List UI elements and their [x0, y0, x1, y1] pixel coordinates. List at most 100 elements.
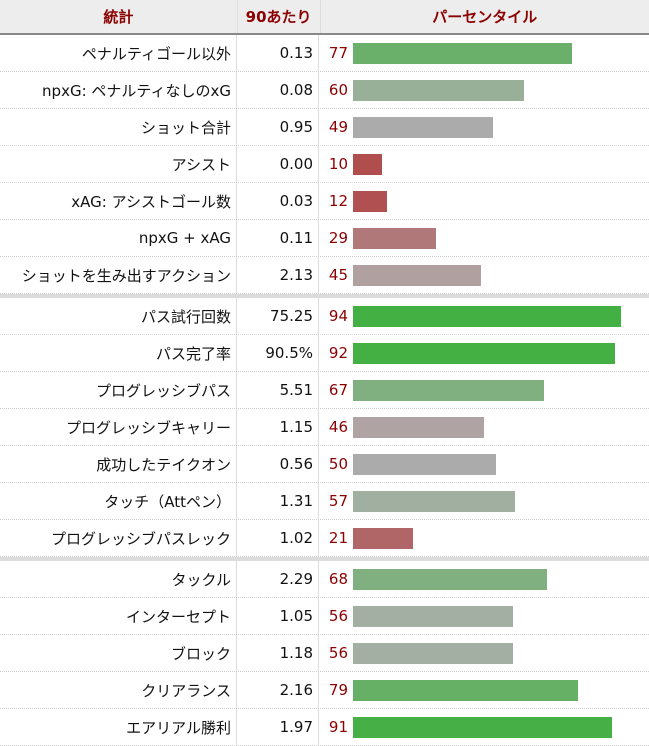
header-stat[interactable]: 統計: [0, 0, 238, 33]
per90-value: 0.08: [237, 72, 319, 108]
percentile-value: 57: [328, 492, 348, 510]
percentile-bar: [353, 227, 436, 249]
table-header: 統計 90あたり パーセンタイル: [0, 0, 649, 35]
table-row: インターセプト 1.05 56: [0, 598, 649, 635]
stat-name: エアリアル勝利: [0, 709, 237, 745]
per90-value: 5.51: [237, 372, 319, 408]
table-row: パス試行回数 75.25 94: [0, 298, 649, 335]
per90-value: 0.13: [237, 35, 319, 71]
table-row: ブロック 1.18 56: [0, 635, 649, 672]
percentile-bar: [353, 116, 493, 138]
per90-value: 0.03: [237, 183, 319, 219]
percentile-value: 49: [328, 118, 348, 136]
percentile-cell: 49: [319, 109, 648, 145]
stat-name: ショットを生み出すアクション: [0, 257, 237, 293]
percentile-bar: [353, 190, 388, 212]
percentile-cell: 68: [319, 561, 648, 597]
percentile-cell: 56: [319, 598, 648, 634]
percentile-value: 46: [328, 418, 348, 436]
percentile-cell: 45: [319, 257, 648, 293]
table-row: タックル 2.29 68: [0, 561, 649, 598]
percentile-cell: 46: [319, 409, 648, 445]
percentile-cell: 60: [319, 72, 648, 108]
stat-name: xAG: アシストゴール数: [0, 183, 237, 219]
percentile-value: 56: [328, 644, 348, 662]
per90-value: 2.13: [237, 257, 319, 293]
percentile-bar: [353, 79, 524, 101]
percentile-bar: [353, 153, 382, 175]
header-per90[interactable]: 90あたり: [238, 0, 321, 33]
table-row: パス完了率 90.5% 92: [0, 335, 649, 372]
percentile-cell: 79: [319, 672, 648, 708]
stat-name: タックル: [0, 561, 237, 597]
per90-value: 0.11: [237, 220, 319, 256]
percentile-value: 60: [328, 81, 348, 99]
percentile-cell: 91: [319, 709, 648, 745]
percentile-cell: 94: [319, 298, 648, 334]
percentile-value: 91: [328, 718, 348, 736]
percentile-bar: [353, 305, 621, 327]
table-body: ペナルティゴール以外 0.13 77 npxG: ペナルティなしのxG 0.08 60 ショ…: [0, 35, 649, 746]
per90-value: 1.05: [237, 598, 319, 634]
stat-name: プログレッシブパス: [0, 372, 237, 408]
percentile-bar: [353, 490, 516, 512]
percentile-value: 12: [328, 192, 348, 210]
per90-value: 0.00: [237, 146, 319, 182]
per90-value: 90.5%: [237, 335, 319, 371]
table-row: タッチ（Attペン） 1.31 57: [0, 483, 649, 520]
percentile-bar: [353, 453, 496, 475]
percentile-cell: 92: [319, 335, 648, 371]
percentile-value: 56: [328, 607, 348, 625]
percentile-value: 77: [328, 44, 348, 62]
percentile-value: 94: [328, 307, 348, 325]
table-row: ショットを生み出すアクション 2.13 45: [0, 257, 649, 294]
percentile-cell: 77: [319, 35, 648, 71]
stat-name: npxG + xAG: [0, 220, 237, 256]
percentile-cell: 12: [319, 183, 648, 219]
stat-name: インターセプト: [0, 598, 237, 634]
percentile-bar: [353, 568, 547, 590]
stat-name: プログレッシブパスレック: [0, 520, 237, 556]
stat-name: npxG: ペナルティなしのxG: [0, 72, 237, 108]
percentile-bar: [353, 416, 485, 438]
stat-name: タッチ（Attペン）: [0, 483, 237, 519]
percentile-value: 45: [328, 266, 348, 284]
per90-value: 1.97: [237, 709, 319, 745]
percentile-cell: 10: [319, 146, 648, 182]
per90-value: 0.56: [237, 446, 319, 482]
table-row: ショット合計 0.95 49: [0, 109, 649, 146]
per90-value: 2.16: [237, 672, 319, 708]
stat-name: パス完了率: [0, 335, 237, 371]
table-row: プログレッシブパス 5.51 67: [0, 372, 649, 409]
per90-value: 1.18: [237, 635, 319, 671]
header-percentile[interactable]: パーセンタイル: [432, 8, 538, 26]
percentile-cell: 21: [319, 520, 648, 556]
stat-name: プログレッシブキャリー: [0, 409, 237, 445]
percentile-value: 68: [328, 570, 348, 588]
percentile-value: 50: [328, 455, 348, 473]
group-separator: [0, 557, 649, 561]
percentile-cell: 57: [319, 483, 648, 519]
table-row: エアリアル勝利 1.97 91: [0, 709, 649, 746]
stat-name: ショット合計: [0, 109, 237, 145]
per90-value: 75.25: [237, 298, 319, 334]
stat-name: ペナルティゴール以外: [0, 35, 237, 71]
per90-value: 2.29: [237, 561, 319, 597]
stat-name: ブロック: [0, 635, 237, 671]
stat-name: アシスト: [0, 146, 237, 182]
percentile-value: 10: [328, 155, 348, 173]
percentile-bar: [353, 679, 579, 701]
table-row: 成功したテイクオン 0.56 50: [0, 446, 649, 483]
percentile-bar: [353, 379, 544, 401]
percentile-cell: 67: [319, 372, 648, 408]
percentile-bar: [353, 642, 513, 664]
percentile-value: 92: [328, 344, 348, 362]
per90-value: 1.15: [237, 409, 319, 445]
percentile-bar: [353, 342, 616, 364]
per90-value: 0.95: [237, 109, 319, 145]
per90-value: 1.02: [237, 520, 319, 556]
table-row: npxG + xAG 0.11 29: [0, 220, 649, 257]
table-row: アシスト 0.00 10: [0, 146, 649, 183]
group-separator: [0, 294, 649, 298]
table-row: ペナルティゴール以外 0.13 77: [0, 35, 649, 72]
